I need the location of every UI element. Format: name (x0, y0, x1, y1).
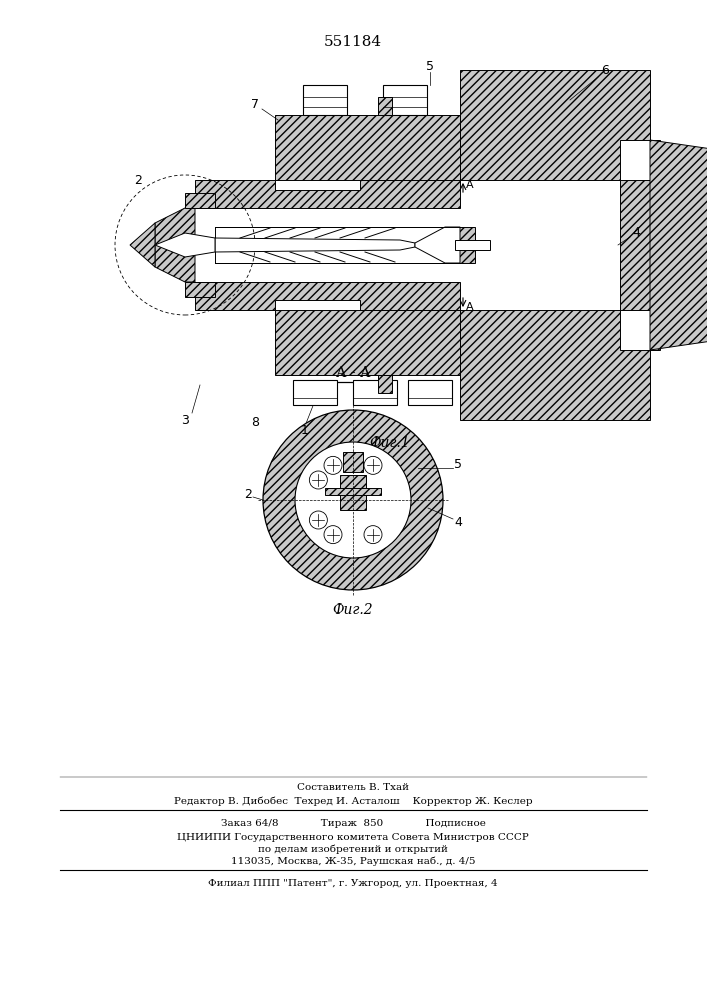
Bar (408, 380, 452, 405)
Text: 4: 4 (632, 227, 640, 239)
Polygon shape (378, 375, 392, 393)
Circle shape (364, 526, 382, 544)
Text: Заказ 64/8             Тираж  850             Подписное: Заказ 64/8 Тираж 850 Подписное (221, 818, 486, 828)
Text: 551184: 551184 (324, 35, 382, 49)
Polygon shape (185, 282, 215, 297)
Text: 3: 3 (181, 414, 189, 426)
Text: А: А (466, 302, 474, 312)
Polygon shape (155, 233, 215, 257)
Polygon shape (378, 97, 392, 115)
Polygon shape (130, 223, 155, 267)
Polygon shape (455, 240, 490, 250)
Circle shape (364, 456, 382, 474)
Text: Фиг.2: Фиг.2 (333, 603, 373, 617)
Bar (353, 380, 397, 405)
Text: 113035, Москва, Ж-35, Раушская наб., д. 4/5: 113035, Москва, Ж-35, Раушская наб., д. … (230, 856, 475, 866)
Polygon shape (650, 140, 707, 350)
Polygon shape (215, 227, 460, 263)
Text: 5: 5 (426, 60, 434, 74)
Polygon shape (340, 475, 366, 510)
Text: Филиал ППП "Патент", г. Ужгород, ул. Проектная, 4: Филиал ППП "Патент", г. Ужгород, ул. Про… (208, 879, 498, 888)
Bar (293, 380, 337, 405)
Text: Редактор В. Дибобес  Техред И. Асталош    Корректор Ж. Кеслер: Редактор В. Дибобес Техред И. Асталош Ко… (174, 796, 532, 806)
Polygon shape (455, 227, 475, 263)
Text: Фиг.1: Фиг.1 (370, 436, 410, 450)
Polygon shape (185, 193, 215, 208)
Text: А: А (466, 180, 474, 190)
Text: А - А: А - А (336, 366, 370, 380)
Circle shape (263, 410, 443, 590)
Text: 7: 7 (251, 99, 259, 111)
Text: по делам изобретений и открытий: по делам изобретений и открытий (258, 844, 448, 854)
Bar (383, 85, 427, 115)
Polygon shape (195, 282, 460, 310)
Text: 2: 2 (244, 488, 252, 502)
Polygon shape (215, 238, 415, 252)
Circle shape (295, 442, 411, 558)
Polygon shape (460, 70, 650, 180)
Polygon shape (155, 208, 195, 282)
Polygon shape (325, 488, 381, 495)
Text: ЦНИИПИ Государственного комитета Совета Министров СССР: ЦНИИПИ Государственного комитета Совета … (177, 832, 529, 842)
Circle shape (324, 456, 342, 474)
Circle shape (310, 511, 327, 529)
Text: 4: 4 (454, 516, 462, 528)
Polygon shape (275, 310, 460, 375)
Text: 2: 2 (134, 174, 142, 186)
Bar (303, 85, 347, 115)
Text: 6: 6 (601, 64, 609, 77)
Polygon shape (620, 140, 660, 350)
Polygon shape (343, 452, 363, 472)
Polygon shape (460, 310, 650, 420)
Circle shape (310, 471, 327, 489)
Text: 8: 8 (251, 416, 259, 430)
Circle shape (324, 526, 342, 544)
Text: 1: 1 (301, 424, 309, 436)
Text: Составитель В. Тхай: Составитель В. Тхай (297, 782, 409, 792)
Text: 5: 5 (454, 458, 462, 472)
Polygon shape (275, 115, 460, 180)
Polygon shape (195, 180, 460, 208)
Polygon shape (415, 227, 460, 263)
